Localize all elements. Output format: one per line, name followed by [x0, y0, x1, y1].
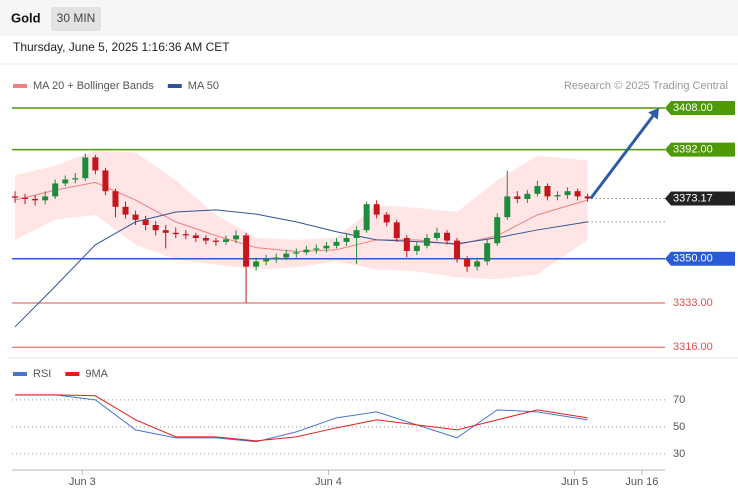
candle-body	[574, 191, 581, 197]
candle-body	[514, 196, 521, 199]
legend-label: RSI	[33, 368, 51, 380]
x-tick-label: Jun 5	[561, 476, 588, 488]
candle-body	[82, 157, 89, 179]
candle-body	[112, 191, 119, 207]
candle-body	[42, 196, 49, 201]
candle-body	[494, 217, 501, 244]
level-box	[665, 251, 735, 266]
candle-body	[212, 240, 219, 242]
candle-body	[343, 238, 350, 242]
candle-body	[243, 235, 250, 267]
x-tick-label: Jun 16	[625, 476, 658, 488]
candle-body	[22, 197, 29, 199]
candle-body	[323, 245, 330, 249]
candle-body	[72, 178, 79, 180]
x-tick-label: Jun 3	[69, 476, 96, 488]
candle-body	[464, 258, 471, 267]
candle-body	[313, 248, 320, 250]
candle-body	[152, 225, 159, 231]
candle-body	[162, 230, 169, 233]
level-box	[665, 142, 735, 157]
level-label: 3350.00	[673, 253, 713, 265]
candle-body	[443, 232, 450, 241]
y-tick-label: 70	[673, 394, 685, 406]
candle-body	[484, 243, 491, 262]
candle-body	[52, 183, 59, 197]
candle-body	[504, 196, 511, 218]
level-label: 3408.00	[673, 102, 713, 114]
legend-label: MA 20 + Bollinger Bands	[33, 80, 154, 92]
legend-label: 9MA	[85, 368, 108, 380]
candle-body	[363, 204, 370, 231]
level-box	[665, 101, 735, 115]
candle-body	[92, 157, 99, 171]
interval-box[interactable]	[51, 7, 101, 31]
candle-body	[303, 249, 310, 253]
candle-body	[253, 261, 260, 267]
candle-body	[393, 222, 400, 238]
datetime: Thursday, June 5, 2025 1:16:36 AM CET	[13, 40, 230, 54]
candle-body	[554, 195, 561, 197]
level-label: 3316.00	[673, 341, 713, 353]
candle-body	[32, 199, 39, 201]
candle-body	[353, 230, 360, 238]
bollinger-band	[15, 150, 588, 280]
symbol: Gold	[11, 10, 41, 25]
legend-label: MA 50	[188, 80, 219, 92]
target-arrow-head	[648, 108, 659, 120]
candle-body	[534, 186, 541, 194]
candle-body	[474, 261, 481, 267]
copyright: Research © 2025 Trading Central	[564, 80, 728, 92]
candle-body	[122, 206, 129, 215]
y-tick-label: 50	[673, 421, 685, 433]
candle-body	[293, 252, 300, 254]
level-label: 3373.17	[673, 192, 713, 204]
candle-body	[433, 232, 440, 238]
candle-body	[423, 238, 430, 246]
target-arrow	[589, 115, 655, 200]
interval[interactable]: 30 MIN	[57, 11, 96, 25]
candle-body	[172, 232, 179, 235]
x-tick-label: Jun 4	[315, 476, 342, 488]
candle-body	[263, 258, 270, 262]
candle-body	[202, 238, 209, 241]
candle-body	[403, 238, 410, 251]
ma-line	[14, 209, 588, 328]
y-tick-label: 30	[673, 448, 685, 460]
candle-body	[182, 234, 189, 236]
candle-body	[142, 219, 149, 225]
candle-body	[584, 196, 591, 199]
candle-body	[383, 214, 390, 223]
rsi-line	[15, 394, 588, 442]
candle-body	[283, 253, 290, 258]
candle-body	[373, 204, 380, 215]
candle-body	[454, 240, 461, 259]
candle-body	[222, 239, 229, 242]
candle-body	[192, 235, 199, 238]
candle-body	[333, 241, 340, 246]
level-label: 3392.00	[673, 144, 713, 156]
level-label: 3333.00	[673, 297, 713, 309]
candle-body	[62, 179, 69, 184]
candle-body	[102, 170, 109, 192]
header-bar	[0, 0, 738, 36]
candle-body	[132, 214, 139, 220]
candle-body	[524, 193, 531, 199]
candle-body	[544, 186, 551, 197]
level-box	[665, 191, 735, 206]
candle-body	[233, 235, 240, 240]
candle-body	[273, 257, 280, 259]
candle-body	[12, 196, 19, 198]
candle-body	[413, 245, 420, 251]
candle-body	[564, 191, 571, 196]
rsi-line	[15, 394, 588, 443]
